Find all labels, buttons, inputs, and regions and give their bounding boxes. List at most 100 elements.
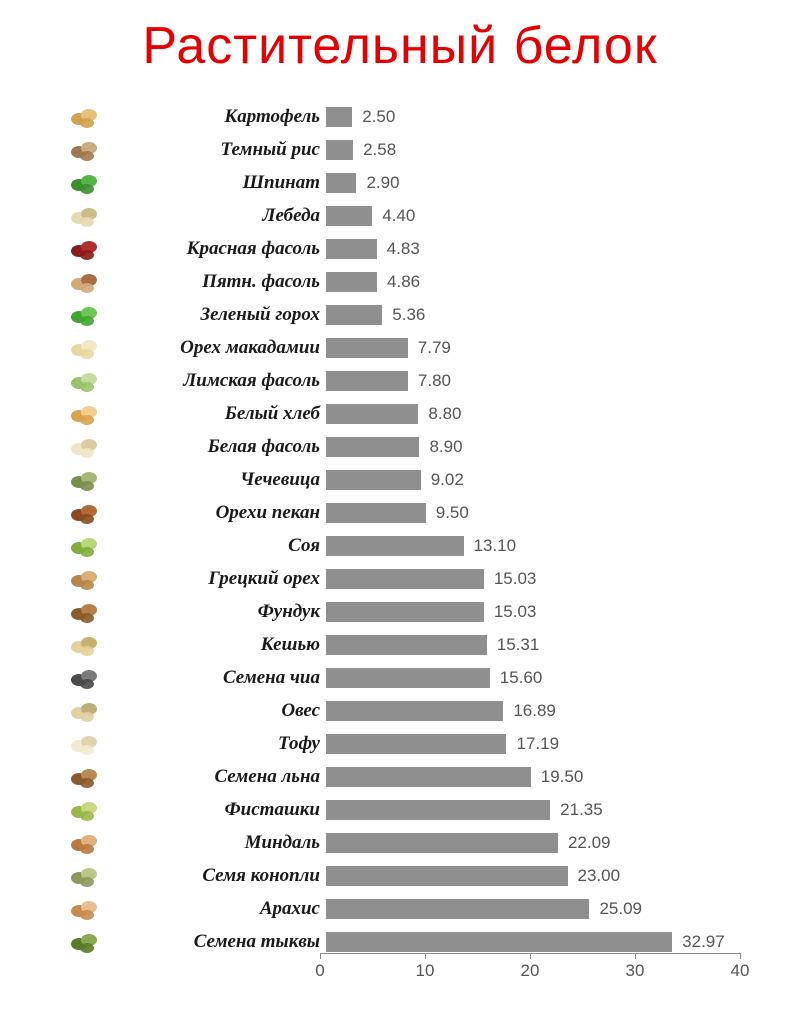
bar-wrap: 15.03 <box>326 567 746 591</box>
food-icon <box>65 234 105 264</box>
chart-title: Растительный белок <box>0 16 800 76</box>
value-label: 7.80 <box>418 371 451 391</box>
value-label: 15.03 <box>494 602 537 622</box>
axis-tick <box>635 953 636 959</box>
value-label: 4.83 <box>387 239 420 259</box>
food-icon <box>65 564 105 594</box>
item-label: Грецкий орех <box>105 568 326 590</box>
bar <box>326 272 377 292</box>
food-icon <box>65 300 105 330</box>
food-icon <box>65 498 105 528</box>
bar-wrap: 8.80 <box>326 402 746 426</box>
bar-wrap: 21.35 <box>326 798 746 822</box>
axis-tick <box>530 953 531 959</box>
bar <box>326 338 408 358</box>
chart-row: Овес16.89 <box>0 694 800 727</box>
bar-wrap: 17.19 <box>326 732 746 756</box>
bar <box>326 107 352 127</box>
bar <box>326 701 503 721</box>
bar <box>326 371 408 391</box>
bar-wrap: 4.86 <box>326 270 746 294</box>
bar-wrap: 15.03 <box>326 600 746 624</box>
chart-row: Фундук 15.03 <box>0 595 800 628</box>
food-icon <box>65 630 105 660</box>
chart-row: Фисташки21.35 <box>0 793 800 826</box>
food-icon <box>65 531 105 561</box>
bar-wrap: 9.02 <box>326 468 746 492</box>
food-icon <box>65 762 105 792</box>
chart-row: Белый хлеб8.80 <box>0 397 800 430</box>
bar <box>326 173 356 193</box>
chart-row: Миндаль22.09 <box>0 826 800 859</box>
item-label: Белая фасоль <box>105 436 326 458</box>
chart-row: Кешью15.31 <box>0 628 800 661</box>
bar <box>326 602 484 622</box>
axis-tick-label: 40 <box>731 961 750 981</box>
chart-row: Чечевица9.02 <box>0 463 800 496</box>
chart-row: Лебеда4.40 <box>0 199 800 232</box>
value-label: 15.31 <box>497 635 540 655</box>
value-label: 32.97 <box>682 932 725 952</box>
food-icon <box>65 894 105 924</box>
item-label: Семена льна <box>105 766 326 788</box>
value-label: 23.00 <box>578 866 621 886</box>
food-icon <box>65 795 105 825</box>
bar <box>326 866 568 886</box>
value-label: 8.80 <box>428 404 461 424</box>
item-label: Семена чиа <box>105 667 326 689</box>
bar <box>326 569 484 589</box>
bar-chart: Картофель2.50Темный рис2.58Шпинат2.90Леб… <box>0 100 800 993</box>
food-icon <box>65 267 105 297</box>
bar-wrap: 9.50 <box>326 501 746 525</box>
chart-row: Семена чиа 15.60 <box>0 661 800 694</box>
value-label: 9.02 <box>431 470 464 490</box>
value-label: 19.50 <box>541 767 584 787</box>
value-label: 13.10 <box>474 536 517 556</box>
chart-row: Темный рис2.58 <box>0 133 800 166</box>
value-label: 15.60 <box>500 668 543 688</box>
item-label: Пятн. фасоль <box>105 271 326 293</box>
value-label: 21.35 <box>560 800 603 820</box>
bar <box>326 239 377 259</box>
axis-tick-label: 10 <box>416 961 435 981</box>
x-axis: 010203040 <box>320 953 740 981</box>
axis-tick-label: 20 <box>521 961 540 981</box>
bar <box>326 668 490 688</box>
chart-row: Лимская фасоль7.80 <box>0 364 800 397</box>
bar <box>326 932 672 952</box>
bar-wrap: 16.89 <box>326 699 746 723</box>
item-label: Семя конопли <box>105 865 326 887</box>
bar <box>326 767 531 787</box>
food-icon <box>65 399 105 429</box>
axis-tick <box>740 953 741 959</box>
food-icon <box>65 597 105 627</box>
food-icon <box>65 102 105 132</box>
chart-row: Белая фасоль8.90 <box>0 430 800 463</box>
bar <box>326 734 506 754</box>
bar-wrap: 19.50 <box>326 765 746 789</box>
item-label: Лебеда <box>105 205 326 227</box>
chart-row: Грецкий орех15.03 <box>0 562 800 595</box>
bar-wrap: 4.40 <box>326 204 746 228</box>
item-label: Соя <box>105 535 326 557</box>
chart-row: Пятн. фасоль 4.86 <box>0 265 800 298</box>
bar <box>326 404 418 424</box>
food-icon <box>65 135 105 165</box>
item-label: Орехи пекан <box>105 502 326 524</box>
bar-wrap: 7.80 <box>326 369 746 393</box>
food-icon <box>65 432 105 462</box>
value-label: 5.36 <box>392 305 425 325</box>
infographic-page: { "title": { "text": "Растительный белок… <box>0 0 800 1033</box>
bar-wrap: 22.09 <box>326 831 746 855</box>
bar-wrap: 2.90 <box>326 171 746 195</box>
bar-wrap: 13.10 <box>326 534 746 558</box>
item-label: Шпинат <box>105 172 326 194</box>
food-icon <box>65 333 105 363</box>
bar-wrap: 25.09 <box>326 897 746 921</box>
item-label: Фундук <box>105 601 326 623</box>
value-label: 4.86 <box>387 272 420 292</box>
chart-row: Орехи пекан9.50 <box>0 496 800 529</box>
bar <box>326 833 558 853</box>
item-label: Картофель <box>105 106 326 128</box>
item-label: Арахис <box>105 898 326 920</box>
